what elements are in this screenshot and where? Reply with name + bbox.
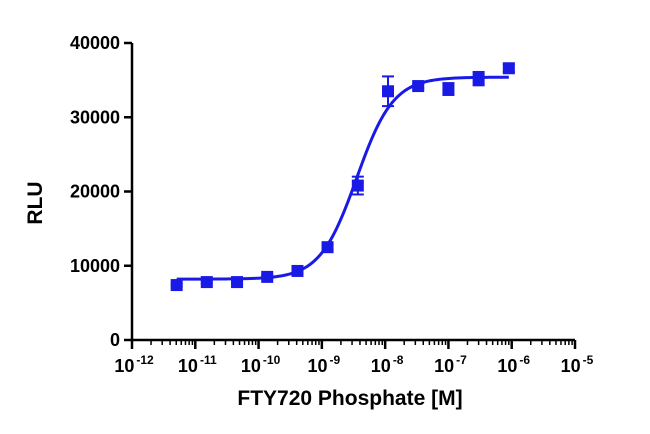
x-tick-label: 10 -8 (371, 353, 404, 376)
data-point (382, 85, 395, 98)
data-points-layer (170, 62, 515, 292)
data-point (200, 276, 213, 289)
y-axis: 0 10000 20000 30000 40000 (70, 33, 134, 350)
data-point (261, 270, 274, 283)
y-tick-label: 30000 (70, 107, 120, 127)
data-point (442, 83, 455, 96)
y-axis-title: RLU (24, 181, 47, 224)
data-point (321, 241, 334, 254)
y-tick-label: 20000 (70, 182, 120, 202)
x-axis: 10 -12 10 -11 10 -10 10 -9 10 -8 10 -7 10 -6 10 -5 (114, 338, 594, 376)
x-tick-label: 10 -7 (434, 353, 467, 376)
y-tick-label: 0 (110, 330, 120, 350)
y-tick-label: 40000 (70, 33, 120, 53)
y-tick-label: 10000 (70, 256, 120, 276)
data-point (502, 62, 515, 75)
x-tick-label: 10 -5 (561, 353, 594, 376)
x-tick-label: 10 -6 (497, 353, 530, 376)
data-point (412, 80, 425, 93)
data-point (351, 179, 364, 192)
fit-curve (176, 75, 509, 281)
x-tick-label: 10 -11 (178, 353, 217, 376)
data-point (472, 72, 485, 85)
x-tick-label: 10 -12 (114, 353, 154, 376)
x-tick-label: 10 -10 (241, 353, 281, 376)
data-point (170, 279, 183, 292)
x-axis-title: FTY720 Phosphate [M] (237, 387, 462, 410)
data-point (231, 276, 244, 289)
data-point (291, 264, 304, 277)
x-tick-label: 10 -9 (308, 353, 341, 376)
fit-curve-layer (176, 75, 509, 281)
